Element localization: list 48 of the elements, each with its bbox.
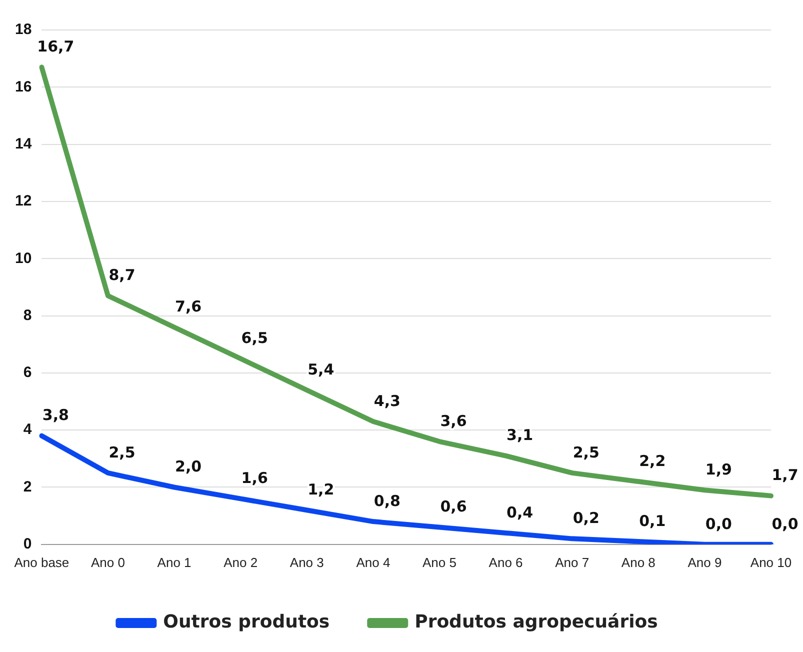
x-tick-label: Ano 0 xyxy=(90,554,125,570)
x-tick-label: Ano 8 xyxy=(621,554,656,570)
data-label: 0,2 xyxy=(572,509,600,528)
data-label: 0,4 xyxy=(506,503,534,522)
data-label: 6,5 xyxy=(241,329,268,348)
data-label: 4,3 xyxy=(374,392,400,410)
data-label: 7,6 xyxy=(175,298,202,316)
x-tick-label: Ano 7 xyxy=(555,554,590,570)
legend-label: Produtos agropecuários xyxy=(414,612,658,633)
x-tick-label: Ano 3 xyxy=(290,554,324,570)
data-label: 16,7 xyxy=(37,38,74,56)
x-tick-label: Ano 6 xyxy=(488,554,523,570)
data-label: 0,0 xyxy=(705,514,732,533)
y-tick-label: 6 xyxy=(23,364,32,382)
data-label: 1,9 xyxy=(705,460,732,478)
data-label: 5,4 xyxy=(308,360,334,378)
y-tick-label: 12 xyxy=(14,192,32,210)
y-tick-label: 0 xyxy=(23,536,32,553)
data-label: 3,8 xyxy=(42,406,69,424)
x-tick-label: Ano base xyxy=(14,554,70,570)
data-label: 1,6 xyxy=(241,469,268,488)
x-tick-label: Ano 10 xyxy=(750,554,792,570)
x-tick-label: Ano 4 xyxy=(356,554,390,570)
data-label: 2,2 xyxy=(639,452,666,470)
x-tick-label: Ano 2 xyxy=(224,554,258,570)
data-label: 1,2 xyxy=(308,480,334,498)
x-tick-label: Ano 1 xyxy=(157,554,192,570)
data-label: 2,0 xyxy=(175,458,202,476)
data-label: 0,0 xyxy=(772,514,798,533)
y-tick-label: 16 xyxy=(14,78,32,96)
data-label: 3,1 xyxy=(506,426,534,444)
data-label: 0,1 xyxy=(639,512,666,530)
data-label: 2,5 xyxy=(108,443,136,462)
data-label: 0,6 xyxy=(440,498,467,516)
data-label: 1,7 xyxy=(772,466,798,484)
y-tick-label: 8 xyxy=(23,306,32,324)
y-tick-label: 14 xyxy=(14,135,32,152)
data-label: 2,5 xyxy=(572,443,600,462)
data-label: 3,6 xyxy=(440,412,467,430)
y-tick-label: 10 xyxy=(14,250,32,267)
data-label: 8,7 xyxy=(108,266,136,284)
x-tick-label: Ano 9 xyxy=(688,554,722,570)
y-tick-label: 18 xyxy=(14,21,32,38)
legend-label: Outros produtos xyxy=(163,612,330,633)
data-label: 0,8 xyxy=(374,492,400,510)
y-tick-label: 2 xyxy=(23,478,32,496)
x-tick-label: Ano 5 xyxy=(422,554,456,570)
y-tick-label: 4 xyxy=(23,421,32,438)
